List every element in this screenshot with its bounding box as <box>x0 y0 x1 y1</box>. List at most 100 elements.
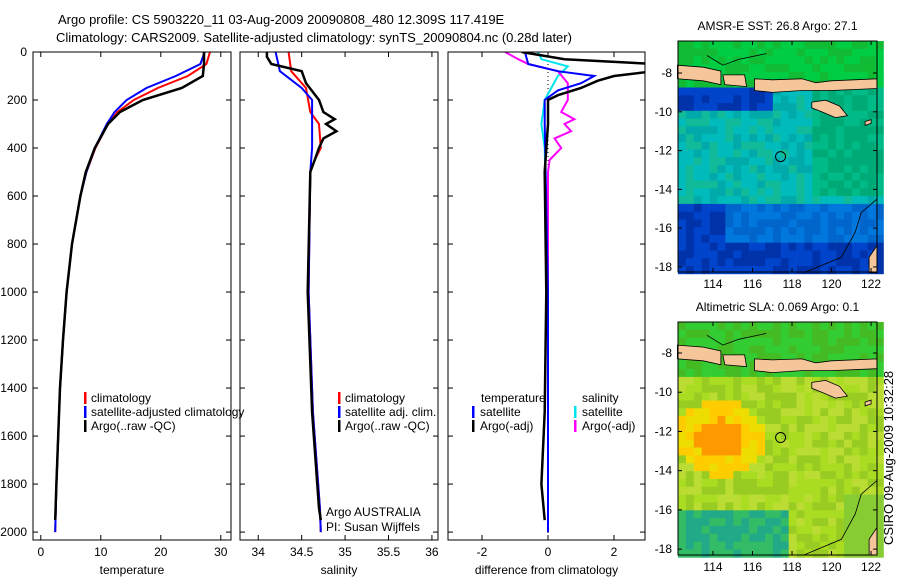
map-cell <box>788 149 797 158</box>
map-cell <box>772 502 782 511</box>
map-cell <box>678 172 687 182</box>
map-cell <box>757 134 766 143</box>
map-cell <box>765 455 774 464</box>
map-cell <box>725 541 734 550</box>
map-cell <box>796 134 805 143</box>
y-tick-label: -8 <box>661 66 672 80</box>
map-cell <box>844 242 853 251</box>
map-cell <box>788 110 797 119</box>
map-cell <box>851 416 861 425</box>
map-cell <box>678 103 687 112</box>
map-cell <box>701 384 710 393</box>
map-cell <box>820 211 829 220</box>
map-cell <box>717 165 726 174</box>
map-cell <box>701 266 710 275</box>
map-cell <box>788 463 797 472</box>
map-cell <box>844 518 853 527</box>
map-cell <box>701 141 710 151</box>
map-cell <box>788 424 797 433</box>
map-cell <box>749 196 758 205</box>
map-cell <box>678 502 687 511</box>
map-cell <box>709 227 718 236</box>
map-cell <box>741 126 750 135</box>
y-tick-label: -14 <box>655 182 673 196</box>
map-cell <box>741 439 750 448</box>
map-cell <box>678 408 687 417</box>
map-cell <box>701 526 710 535</box>
map-cell <box>772 353 782 362</box>
map-cell <box>701 541 710 550</box>
map-cell <box>701 502 710 511</box>
map-cell <box>875 242 884 251</box>
map-cell <box>828 431 837 440</box>
map-cell <box>733 165 742 174</box>
map-cell <box>709 211 718 220</box>
map-cell <box>820 541 829 550</box>
x-tick-label: 34.5 <box>290 545 314 559</box>
map-cell <box>820 518 829 527</box>
map-cell <box>796 118 805 127</box>
map-cell <box>820 486 829 495</box>
map-cell <box>804 172 813 182</box>
map-cell <box>725 48 734 57</box>
map-cell <box>867 126 876 135</box>
map-cell <box>733 376 742 386</box>
map-cell <box>828 118 837 127</box>
map-cell <box>804 103 813 112</box>
map-cell <box>772 431 782 440</box>
map-cell <box>788 353 797 362</box>
map-cell <box>685 541 695 550</box>
map-cell <box>820 258 829 267</box>
map-cell <box>875 149 884 158</box>
map-cell <box>804 502 813 511</box>
map-cell <box>804 408 813 417</box>
map-cell <box>749 79 758 88</box>
map-cell <box>788 180 797 189</box>
map-cell <box>812 95 821 104</box>
map-cell <box>685 266 695 275</box>
map-cell <box>709 188 718 197</box>
map-cell <box>836 424 845 433</box>
map-cell <box>859 188 868 197</box>
map-cell <box>685 56 695 65</box>
map-cell <box>717 172 726 182</box>
map-cell <box>693 41 702 50</box>
map-cell <box>859 416 868 425</box>
map-cell <box>844 353 853 362</box>
map-cell <box>844 463 853 472</box>
map-cell <box>733 250 742 259</box>
map-cell <box>875 235 884 244</box>
map-cell <box>867 211 876 220</box>
map-cell <box>788 533 797 542</box>
map-cell <box>772 118 782 127</box>
x-axis-label: salinity <box>321 563 358 577</box>
legend-entry: Argo(..raw -QC) <box>91 419 176 433</box>
map-cell <box>765 322 774 331</box>
map-cell <box>859 110 868 119</box>
map-cell <box>685 219 695 228</box>
map-cell <box>859 141 868 151</box>
map-cell <box>765 149 774 158</box>
map-cell <box>780 118 789 127</box>
map-cell <box>859 510 868 519</box>
map-cell <box>804 110 813 119</box>
y-tick-label: 1200 <box>0 333 27 347</box>
map-cell <box>875 211 884 220</box>
map-cell <box>701 227 710 236</box>
map-cell <box>701 172 710 182</box>
map-cell <box>709 180 718 189</box>
map-cell <box>749 502 758 511</box>
map-cell <box>844 392 853 401</box>
map-cell <box>812 431 821 440</box>
x-tick-label: 122 <box>861 560 881 574</box>
x-tick-label: 114 <box>703 560 722 574</box>
map-cell <box>725 134 734 143</box>
map-cell <box>693 266 702 275</box>
map-cell <box>828 455 837 464</box>
map-cell <box>788 518 797 527</box>
map-cell <box>804 322 813 331</box>
map-cell <box>709 439 718 448</box>
map-cell <box>765 188 774 197</box>
map-cell <box>765 72 774 81</box>
map-cell <box>733 510 742 519</box>
